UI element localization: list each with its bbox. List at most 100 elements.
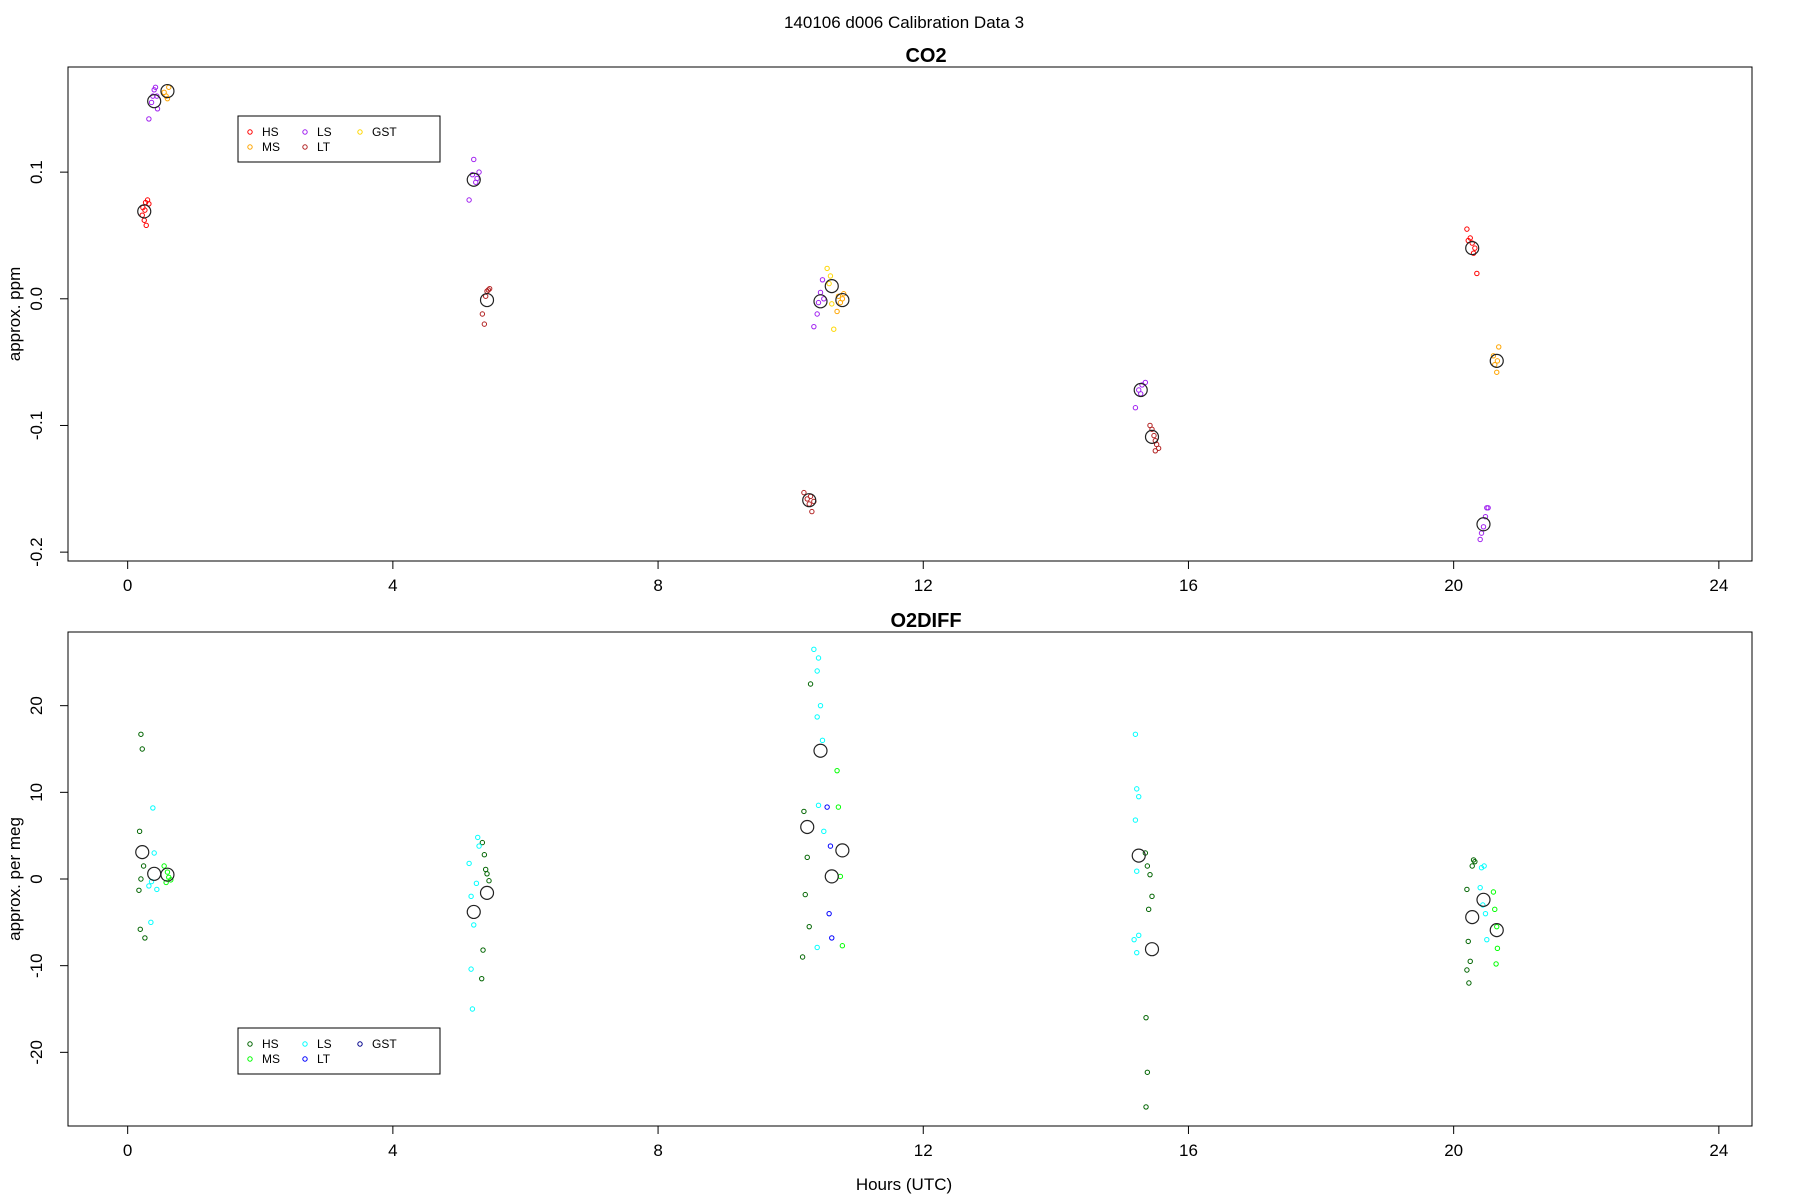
o2diff-mean-marker (800, 819, 815, 835)
o2diff-point-ls (1132, 731, 1139, 737)
o2diff-mean-marker (135, 845, 150, 860)
co2-x-axis: 0 4 8 12 16 20 24 (123, 560, 1728, 595)
o2diff-point-hs (138, 876, 144, 882)
o2diff-point-hs (138, 731, 144, 737)
co2-data-points (139, 84, 1502, 543)
o2diff-point-ls (1482, 910, 1489, 917)
co2-y-tick-label: -0.1 (27, 411, 46, 440)
o2diff-point-hs (806, 923, 812, 930)
o2diff-point-ls (468, 966, 474, 972)
o2diff-point-hs (482, 866, 489, 873)
co2-x-tick-label: 12 (914, 576, 933, 595)
co2-point-ls (1142, 379, 1149, 386)
co2-point-gst (831, 326, 837, 332)
o2diff-point-ls (468, 893, 474, 900)
co2-legend-label-ls: LS (317, 125, 332, 139)
o2diff-point-hs (1464, 967, 1470, 973)
o2diff-point-ms (1493, 961, 1499, 967)
o2diff-point-hs (480, 947, 486, 953)
co2-legend-box (237, 115, 441, 163)
o2diff-point-hs (136, 828, 143, 835)
co2-legend-label-lt: LT (317, 140, 331, 154)
co2-point-lt (485, 287, 492, 293)
co2-x-tick-label: 20 (1444, 576, 1463, 595)
o2diff-point-hs (486, 878, 492, 884)
co2-point-ls (1138, 391, 1144, 397)
o2diff-x-axis: 0 4 8 12 16 20 24 (123, 1125, 1728, 1160)
co2-point-hs (1469, 240, 1475, 246)
co2-mean-marker (835, 292, 850, 308)
co2-legend-label-hs: HS (262, 125, 279, 139)
o2diff-point-ls (476, 843, 482, 849)
co2-mean-marker (137, 204, 152, 219)
co2-point-ls (476, 169, 482, 175)
co2-point-ls (466, 197, 472, 203)
co2-mean-marker (1144, 429, 1160, 444)
o2diff-mean-marker (1144, 942, 1160, 957)
o2diff-point-hs (1144, 863, 1151, 869)
o2diff-legend-box (237, 1027, 441, 1075)
o2diff-point-ls (1136, 932, 1142, 939)
o2diff-point-ls (814, 944, 820, 951)
co2-y-axis-label: approx. ppm (5, 267, 24, 362)
o2diff-point-lt (829, 935, 835, 941)
co2-point-ms (1496, 344, 1502, 350)
co2-point-ls (811, 323, 817, 330)
o2diff-point-ls (814, 668, 820, 674)
o2diff-panel: O2DIFF 0 4 8 12 16 20 24 -20 -10 0 10 20 approx. p… (5, 610, 1753, 1160)
co2-mean-marker (1133, 382, 1148, 398)
o2diff-x-tick-label: 0 (123, 1141, 132, 1160)
co2-legend-marker-gst (357, 129, 363, 135)
o2diff-point-ls (148, 919, 154, 926)
co2-point-ls (1132, 405, 1139, 411)
co2-point-lt (809, 508, 815, 515)
co2-point-hs (146, 201, 152, 207)
o2diff-mean-marker (1131, 848, 1146, 863)
co2-legend-marker-ms (247, 144, 253, 150)
o2diff-y-tick-label: 10 (27, 783, 46, 802)
o2diff-point-hs (1466, 980, 1472, 986)
o2diff-y-tick-label: 20 (27, 696, 46, 715)
co2-point-hs (141, 217, 147, 223)
o2diff-point-lt (826, 910, 832, 917)
o2diff-point-ls (1484, 936, 1490, 943)
o2diff-point-ls (475, 834, 481, 841)
co2-mean-marker (479, 292, 495, 308)
co2-y-tick-label: -0.2 (27, 537, 46, 566)
o2diff-point-lt (827, 843, 834, 849)
co2-mean-marker (802, 493, 817, 508)
co2-point-ms (1494, 369, 1500, 375)
figure-suptitle: 140106 d006 Calibration Data 3 (784, 13, 1024, 32)
o2diff-point-lt (824, 804, 830, 810)
o2diff-point-ls (1477, 884, 1483, 891)
o2diff-point-hs (1469, 863, 1475, 869)
o2diff-x-tick-label: 20 (1444, 1141, 1463, 1160)
o2diff-point-hs (136, 887, 142, 893)
co2-mean-marker (466, 172, 481, 187)
co2-point-hs (1472, 245, 1478, 251)
co2-legend-marker-lt (302, 144, 308, 150)
o2diff-point-ls (811, 646, 817, 653)
o2diff-point-ms (1494, 945, 1501, 952)
co2-point-ms (1490, 353, 1497, 359)
o2diff-y-tick-label: 0 (27, 874, 46, 883)
co2-x-tick-label: 0 (123, 576, 132, 595)
co2-point-ls (1478, 530, 1485, 536)
o2diff-x-tick-label: 12 (914, 1141, 933, 1160)
co2-point-ms (164, 95, 171, 102)
o2diff-point-ms (163, 879, 169, 886)
co2-point-lt (1155, 445, 1162, 451)
o2diff-point-ls (471, 922, 477, 928)
o2diff-mean-marker (160, 867, 175, 882)
o2diff-x-tick-label: 8 (653, 1141, 662, 1160)
co2-point-ls (1480, 524, 1487, 530)
co2-point-ls (146, 116, 152, 122)
co2-point-ls (474, 175, 480, 182)
co2-point-hs (142, 207, 148, 213)
o2diff-point-ls (146, 883, 152, 889)
co2-point-ls (152, 84, 159, 90)
co2-point-ms (834, 308, 840, 315)
